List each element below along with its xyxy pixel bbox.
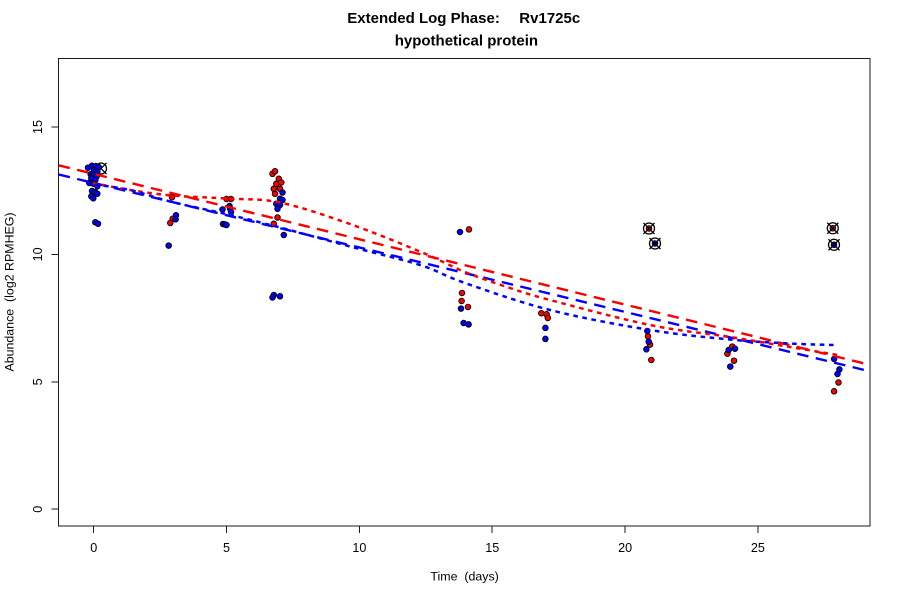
svg-text:0: 0 — [90, 541, 97, 555]
svg-text:10: 10 — [31, 247, 45, 261]
svg-text:10: 10 — [352, 541, 366, 555]
svg-text:25: 25 — [751, 541, 765, 555]
svg-text:15: 15 — [31, 120, 45, 134]
svg-text:Time (days): Time (days) — [430, 569, 498, 583]
svg-text:Abundance (log2 RPMHEG): Abundance (log2 RPMHEG) — [3, 212, 17, 371]
svg-text:hypothetical protein: hypothetical protein — [395, 33, 538, 50]
svg-text:15: 15 — [485, 541, 499, 555]
svg-text:Extended Log Phase:: Extended Log Phase: — [347, 10, 500, 27]
svg-text:Rv1725c: Rv1725c — [519, 10, 580, 27]
svg-text:20: 20 — [618, 541, 632, 555]
svg-text:5: 5 — [31, 378, 45, 385]
svg-text:5: 5 — [223, 541, 230, 555]
svg-text:0: 0 — [31, 506, 45, 513]
